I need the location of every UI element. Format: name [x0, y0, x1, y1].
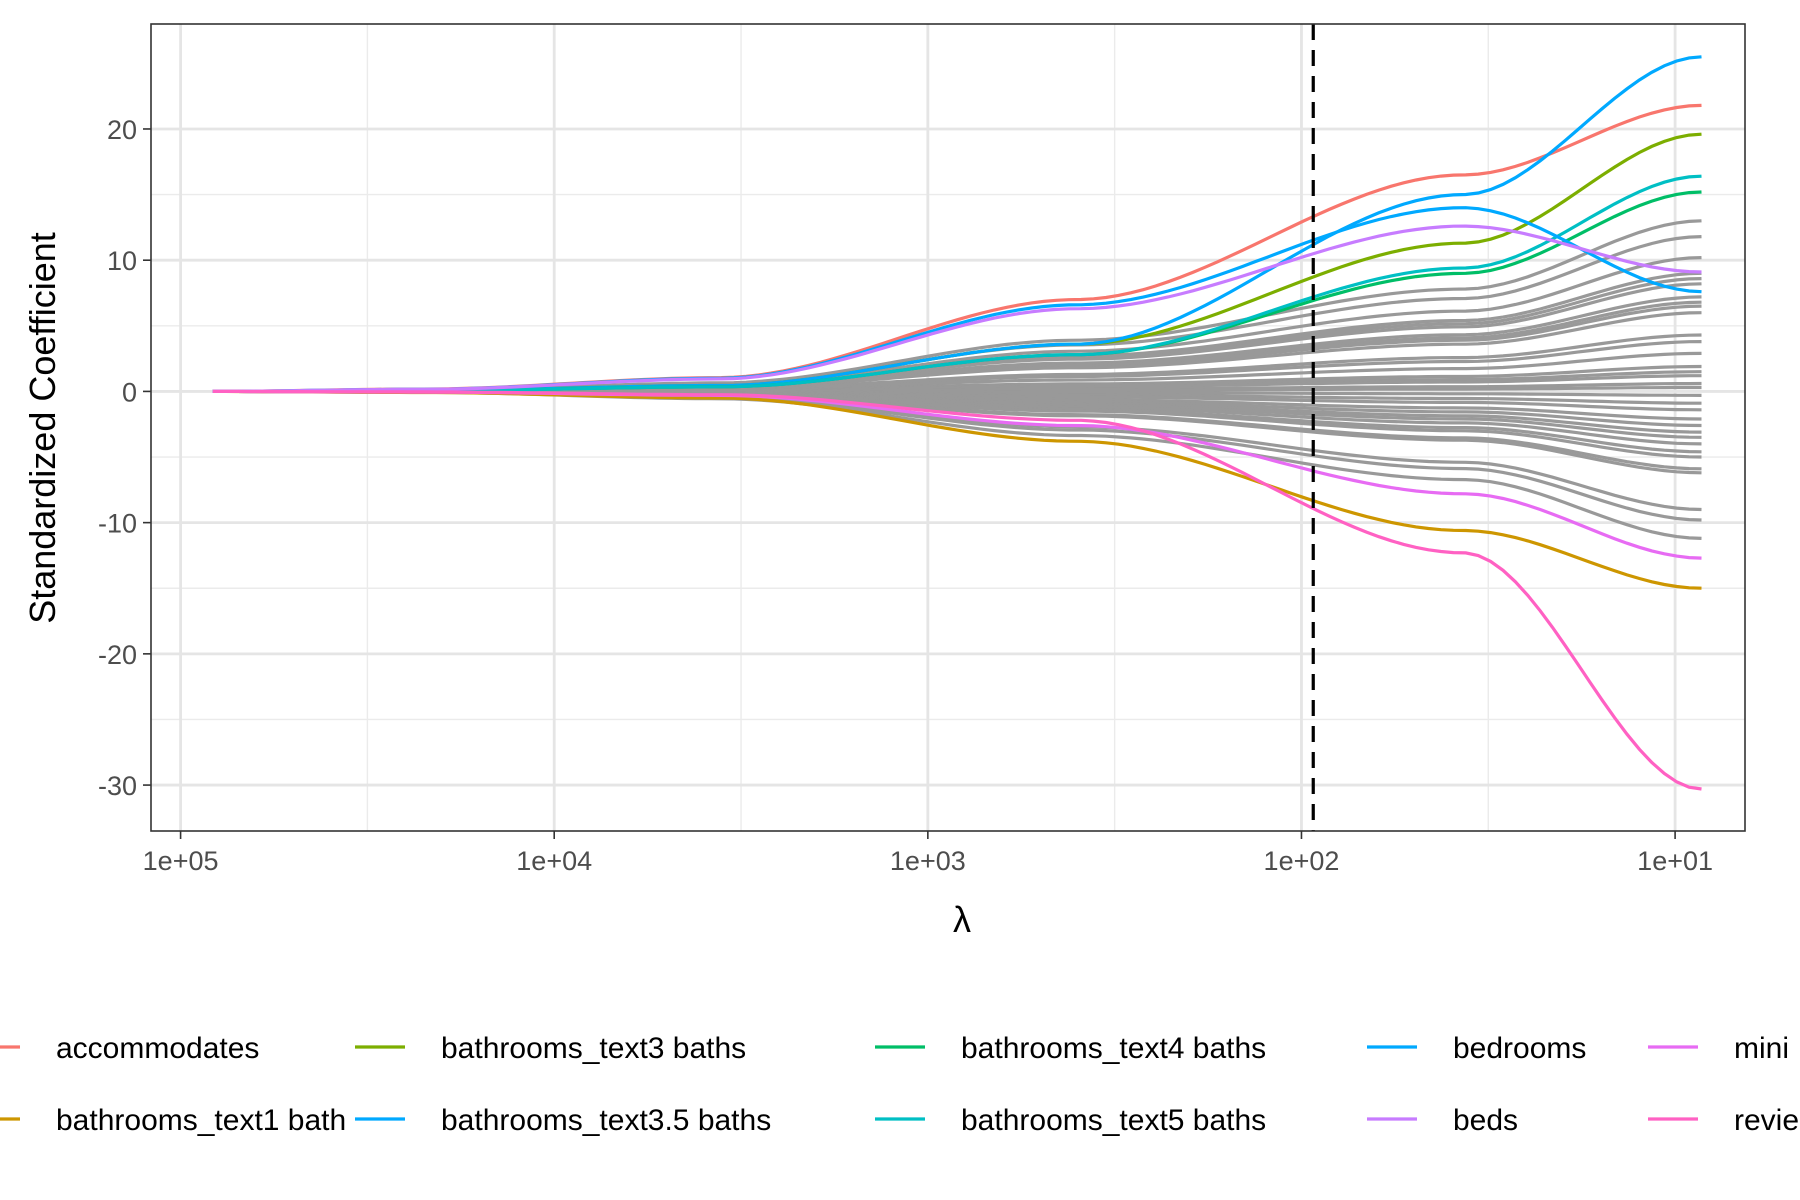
major-gridlines: [151, 24, 1745, 831]
y-tick-label: 10: [107, 246, 137, 276]
legend-label: bathrooms_text5 baths: [961, 1104, 1266, 1137]
legend-label: bedrooms: [1453, 1032, 1586, 1065]
x-tick-label: 1e+01: [1637, 846, 1713, 876]
legend-label: bathrooms_text3.5 baths: [441, 1104, 771, 1137]
x-tick-label: 1e+03: [890, 846, 966, 876]
x-axis-title: λ: [953, 899, 971, 940]
legend-label: bathrooms_text3 baths: [441, 1032, 746, 1065]
series-line: [212, 224, 1702, 393]
legend-item: mini: [1648, 1032, 1789, 1065]
legend-item: bathrooms_text5 baths: [875, 1104, 1266, 1137]
legend-item: bathrooms_text1 bath: [0, 1104, 346, 1137]
legend-item: bathrooms_text4 baths: [875, 1032, 1266, 1065]
y-axis-ticks: 20 10 0 -10 -20 -30: [98, 115, 151, 801]
legend-item: bedrooms: [1367, 1032, 1586, 1065]
legend-label: accommodates: [56, 1032, 259, 1065]
legend: accommodates bathrooms_text3 baths bathroo…: [0, 1032, 1799, 1137]
x-tick-label: 1e+05: [143, 846, 219, 876]
x-tick-label: 1e+04: [516, 846, 592, 876]
colored-coefficient-paths: [212, 55, 1702, 791]
y-tick-label: 0: [122, 377, 137, 407]
y-tick-label: -20: [98, 640, 137, 670]
x-tick-label: 1e+02: [1264, 846, 1340, 876]
series-line: [212, 389, 1702, 791]
legend-label: bathrooms_text4 baths: [961, 1032, 1266, 1065]
legend-item: revie: [1648, 1104, 1799, 1137]
y-tick-label: 20: [107, 115, 137, 145]
x-axis-ticks: 1e+05 1e+04 1e+03 1e+02 1e+01: [143, 831, 1713, 876]
legend-label: revie: [1734, 1104, 1799, 1137]
legend-label: bathrooms_text1 bath: [56, 1104, 346, 1137]
legend-label: beds: [1453, 1104, 1518, 1137]
y-tick-label: -10: [98, 509, 137, 539]
panel-border: [150, 23, 1746, 832]
y-axis-title: Standardized Coefficient: [22, 232, 63, 624]
legend-item: beds: [1367, 1104, 1518, 1137]
y-tick-label: -30: [98, 771, 137, 801]
legend-item: accommodates: [0, 1032, 259, 1065]
legend-item: bathrooms_text3.5 baths: [355, 1104, 771, 1137]
legend-item: bathrooms_text3 baths: [355, 1032, 746, 1065]
legend-label: mini: [1734, 1032, 1789, 1065]
